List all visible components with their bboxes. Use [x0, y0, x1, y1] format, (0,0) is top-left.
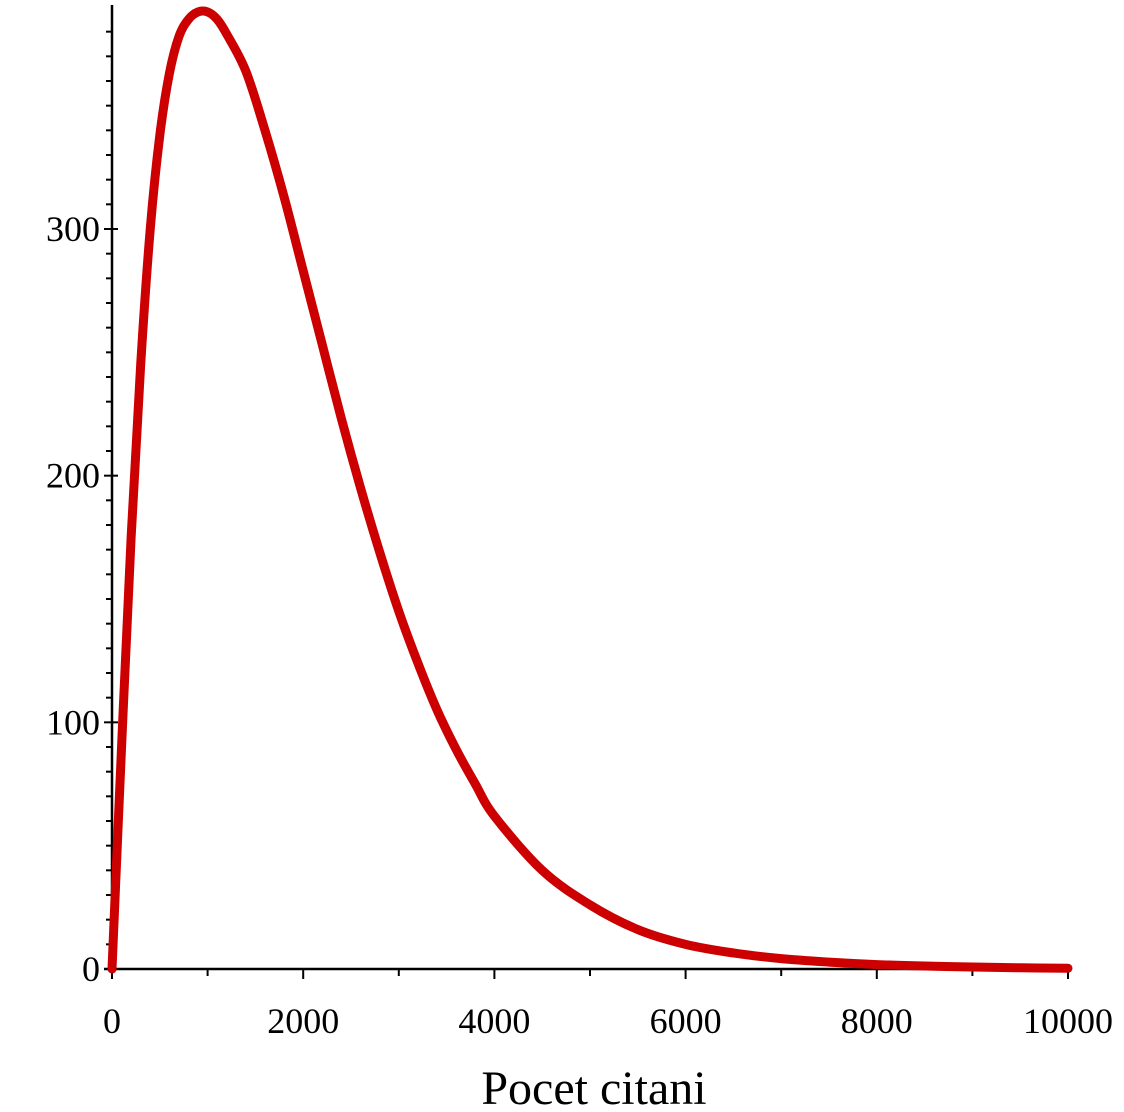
tick-marks — [104, 30, 1069, 979]
x-tick-label: 8000 — [841, 1001, 913, 1041]
x-tick-label: 0 — [103, 1001, 121, 1041]
y-tick-label: 0 — [82, 949, 100, 989]
x-tick-label: 2000 — [267, 1001, 339, 1041]
x-tick-label: 4000 — [458, 1001, 530, 1041]
y-tick-label: 200 — [46, 456, 100, 496]
y-tick-label: 100 — [46, 702, 100, 742]
series-line — [107, 6, 1073, 974]
x-tick-label: 10000 — [1023, 1001, 1113, 1041]
x-tick-label: 6000 — [650, 1001, 722, 1041]
y-tick-label: 300 — [46, 209, 100, 249]
tick-labels: 0 100 200 300 0 2000 4000 6000 8000 10000 — [46, 209, 1113, 1041]
x-axis-title: Pocet citani — [481, 1062, 706, 1112]
